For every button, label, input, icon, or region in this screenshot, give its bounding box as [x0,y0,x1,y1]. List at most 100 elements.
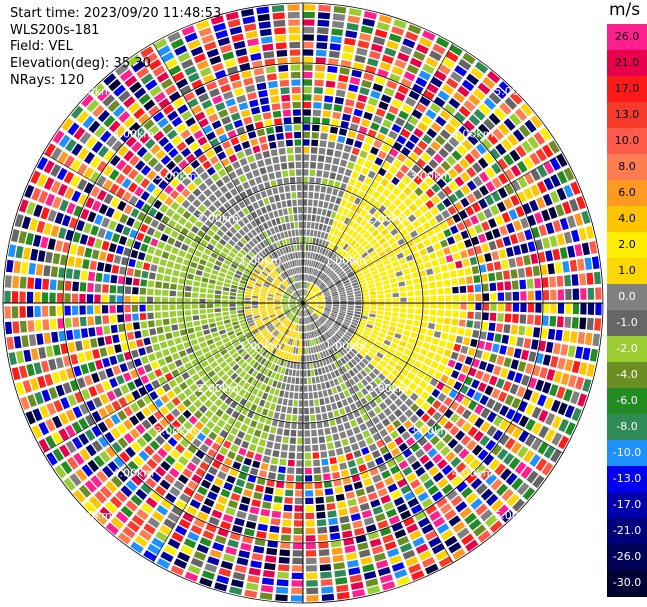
velocity-bin [294,354,298,362]
velocity-bin [330,195,337,203]
velocity-bin [444,535,458,547]
velocity-bin [502,236,512,247]
velocity-bin [310,304,317,307]
velocity-bin [370,499,381,508]
velocity-bin [310,298,317,301]
velocity-bin [581,242,590,256]
velocity-bin [314,253,319,260]
velocity-bin [343,266,350,272]
velocity-bin [357,542,369,551]
velocity-bin [431,423,442,434]
velocity-bin [298,415,303,422]
velocity-bin [426,268,434,276]
velocity-bin [391,283,398,288]
velocity-bin [165,455,176,466]
velocity-bin [433,242,442,251]
velocity-bin [224,397,233,406]
velocity-bin [453,381,463,391]
velocity-bin [129,415,140,426]
velocity-bin [120,256,129,266]
colorbar-tick-label: 8.0 [618,160,636,173]
velocity-bin [150,335,159,344]
velocity-bin [531,422,543,435]
velocity-bin [238,229,246,237]
velocity-bin [363,330,371,336]
velocity-bin [313,230,318,237]
velocity-bin [479,394,489,406]
velocity-bin [66,330,74,341]
velocity-bin [421,115,433,126]
velocity-bin [37,375,47,389]
velocity-bin [377,294,384,299]
velocity-bin [497,448,509,461]
velocity-bin [421,152,431,163]
velocity-bin [351,443,359,451]
velocity-bin [369,250,377,258]
velocity-bin [59,444,71,458]
velocity-bin [339,392,346,400]
velocity-bin [146,170,157,181]
velocity-bin [221,158,230,167]
velocity-bin [466,180,477,191]
velocity-bin [91,83,105,97]
velocity-bin [162,318,170,326]
velocity-bin [371,416,380,425]
velocity-bin [524,363,534,375]
velocity-bin [167,339,175,347]
velocity-bin [440,356,449,365]
velocity-bin [253,545,265,554]
velocity-bin [282,375,288,383]
velocity-bin [240,464,250,473]
velocity-bin [426,83,439,94]
velocity-bin [550,174,561,188]
velocity-bin [425,109,437,120]
velocity-bin [173,263,182,270]
velocity-bin [345,316,352,321]
velocity-bin [268,311,275,315]
velocity-bin [272,110,282,118]
velocity-bin [182,409,192,419]
velocity-bin [76,245,85,257]
velocity-bin [20,396,30,410]
range-ring-label: 5.00km [494,85,536,98]
velocity-bin [294,292,299,298]
velocity-bin [198,92,210,103]
velocity-bin [284,319,289,326]
velocity-bin [462,52,476,65]
velocity-bin [185,153,196,164]
velocity-bin [81,94,94,108]
velocity-bin [245,84,256,93]
velocity-bin [531,438,543,451]
velocity-bin [429,102,441,114]
velocity-bin [261,174,269,182]
velocity-bin [325,304,332,306]
velocity-bin [204,410,214,419]
velocity-bin [239,249,247,256]
velocity-bin [60,397,70,410]
velocity-bin [270,262,277,268]
velocity-bin [285,414,292,421]
velocity-bin [214,189,223,199]
velocity-bin [307,377,312,384]
velocity-bin [340,523,352,531]
velocity-bin [327,65,338,73]
velocity-bin [440,239,449,248]
velocity-bin [391,522,404,532]
velocity-bin [274,27,286,35]
velocity-bin [341,152,350,160]
velocity-bin [321,248,327,255]
velocity-bin [313,467,321,474]
velocity-bin [187,480,198,491]
velocity-bin [104,501,118,514]
colorbar-swatch [607,154,647,181]
velocity-bin [360,25,374,35]
velocity-bin [265,322,272,327]
velocity-bin [344,226,351,234]
velocity-bin [277,397,283,405]
velocity-bin [240,8,254,17]
velocity-bin [527,290,535,301]
velocity-bin [252,202,260,210]
velocity-bin [305,244,309,251]
velocity-bin [405,97,417,107]
velocity-bin [274,348,280,356]
